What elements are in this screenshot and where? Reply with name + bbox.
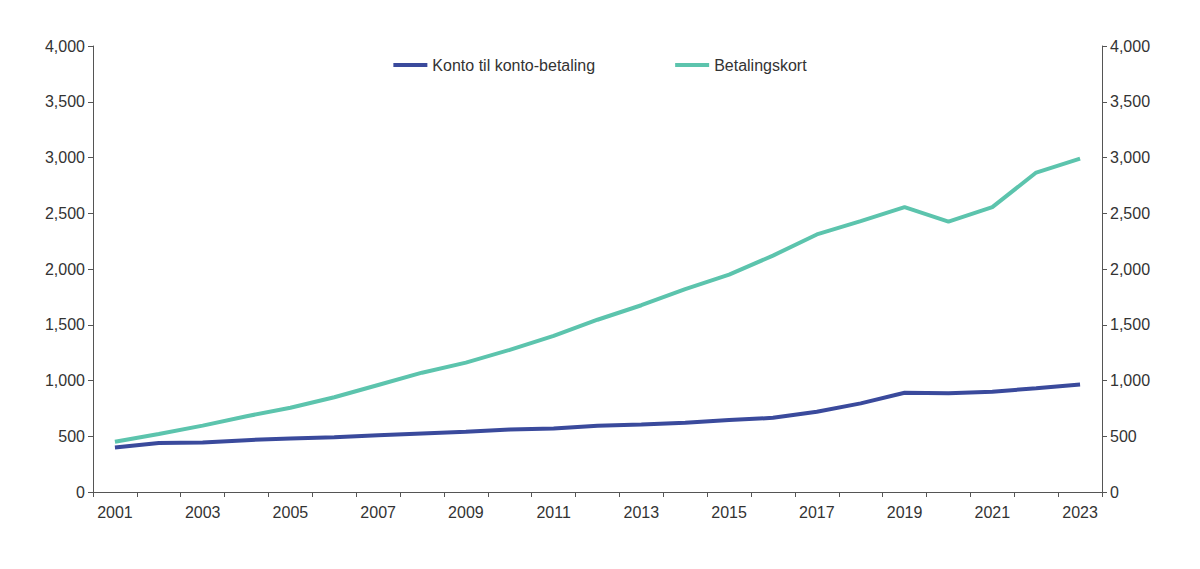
svg-text:2005: 2005 — [273, 504, 309, 521]
svg-text:0: 0 — [76, 484, 85, 501]
svg-text:1,500: 1,500 — [1110, 316, 1150, 333]
svg-text:1,000: 1,000 — [1110, 372, 1150, 389]
svg-text:2003: 2003 — [185, 504, 221, 521]
svg-text:2017: 2017 — [799, 504, 835, 521]
svg-text:500: 500 — [1110, 428, 1137, 445]
svg-text:Konto til konto-betaling: Konto til konto-betaling — [432, 57, 595, 74]
svg-text:2001: 2001 — [97, 504, 133, 521]
svg-text:2019: 2019 — [887, 504, 923, 521]
svg-text:2013: 2013 — [624, 504, 660, 521]
svg-text:3,000: 3,000 — [1110, 149, 1150, 166]
svg-text:2021: 2021 — [975, 504, 1011, 521]
svg-text:3,500: 3,500 — [45, 93, 85, 110]
svg-text:4,000: 4,000 — [1110, 38, 1150, 55]
svg-text:3,500: 3,500 — [1110, 93, 1150, 110]
svg-text:0: 0 — [1110, 484, 1119, 501]
svg-text:2,000: 2,000 — [45, 261, 85, 278]
svg-text:500: 500 — [58, 428, 85, 445]
svg-text:1,000: 1,000 — [45, 372, 85, 389]
svg-text:2,500: 2,500 — [1110, 205, 1150, 222]
svg-text:4,000: 4,000 — [45, 38, 85, 55]
svg-text:2023: 2023 — [1062, 504, 1098, 521]
svg-text:2009: 2009 — [448, 504, 484, 521]
svg-text:2007: 2007 — [360, 504, 396, 521]
svg-text:2,000: 2,000 — [1110, 261, 1150, 278]
svg-text:2,500: 2,500 — [45, 205, 85, 222]
svg-text:2011: 2011 — [536, 504, 571, 521]
svg-text:3,000: 3,000 — [45, 149, 85, 166]
svg-text:1,500: 1,500 — [45, 316, 85, 333]
svg-text:2015: 2015 — [711, 504, 747, 521]
svg-text:Betalingskort: Betalingskort — [714, 57, 807, 74]
